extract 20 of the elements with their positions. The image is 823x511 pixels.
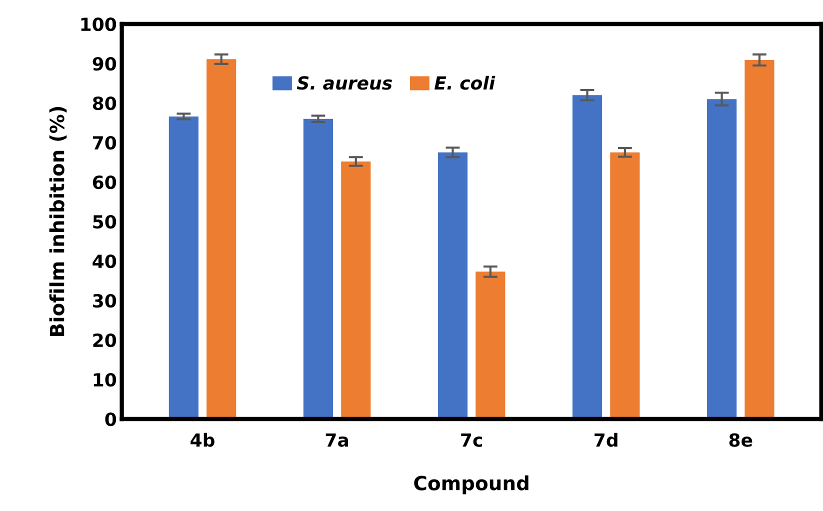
x-tick-label: 7a (326, 433, 348, 447)
y-tick-label: 90 (92, 56, 116, 71)
y-tick-label: 50 (93, 214, 116, 229)
y-tick-label: 40 (92, 254, 116, 268)
y-axis-title: Biofilm inhibition (%) (49, 106, 67, 336)
y-tick-label: 30 (93, 294, 116, 308)
x-tick-label: 7d (594, 432, 618, 447)
y-tick-label: 70 (93, 136, 116, 150)
y-tick-label: 100 (81, 17, 116, 32)
y-tick-label: 20 (93, 333, 116, 348)
y-tick-label: 10 (94, 372, 116, 387)
legend-label: S. aureus (296, 76, 392, 90)
y-tick-label: 0 (105, 412, 116, 426)
x-axis-title: Compound (414, 475, 528, 494)
y-tick-label: 60 (92, 175, 116, 190)
x-tick-label: 4b (190, 432, 214, 447)
x-tick-label: 7c (461, 433, 482, 447)
y-tick-label: 80 (92, 96, 116, 110)
legend-label: E. coli (434, 76, 496, 90)
x-tick-label: 8e (729, 433, 752, 447)
